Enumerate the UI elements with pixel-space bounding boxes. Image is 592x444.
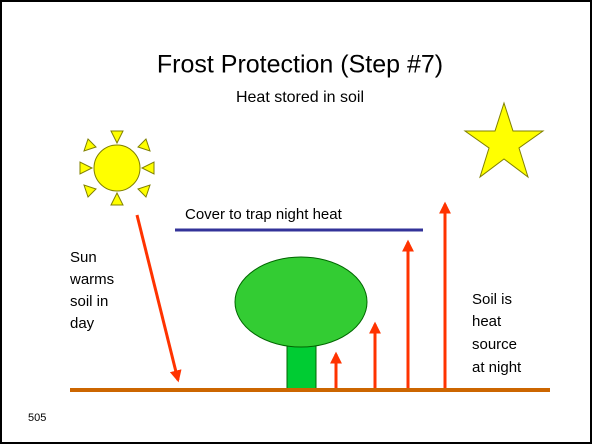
label-line: Sun: [70, 249, 97, 266]
label-line: soil in: [70, 293, 108, 310]
right-label: Soil is heat source at night: [472, 291, 522, 376]
heat-arrows: [330, 201, 451, 388]
sun: [79, 130, 155, 206]
label-line: warms: [69, 271, 114, 288]
slide-number: 505: [28, 412, 46, 424]
label-line: heat: [472, 313, 502, 330]
label-line: day: [70, 315, 95, 332]
cover-label: Cover to trap night heat: [185, 206, 343, 223]
title: Frost Protection (Step #7): [157, 51, 443, 79]
tree-canopy: [234, 256, 368, 348]
label-line: source: [472, 336, 517, 353]
label-line: at night: [472, 359, 522, 376]
star: [463, 101, 545, 179]
left-label: Sun warms soil in day: [69, 249, 114, 332]
label-line: Soil is: [472, 291, 512, 308]
subtitle: Heat stored in soil: [236, 89, 364, 106]
sun-arrow: [135, 214, 182, 383]
